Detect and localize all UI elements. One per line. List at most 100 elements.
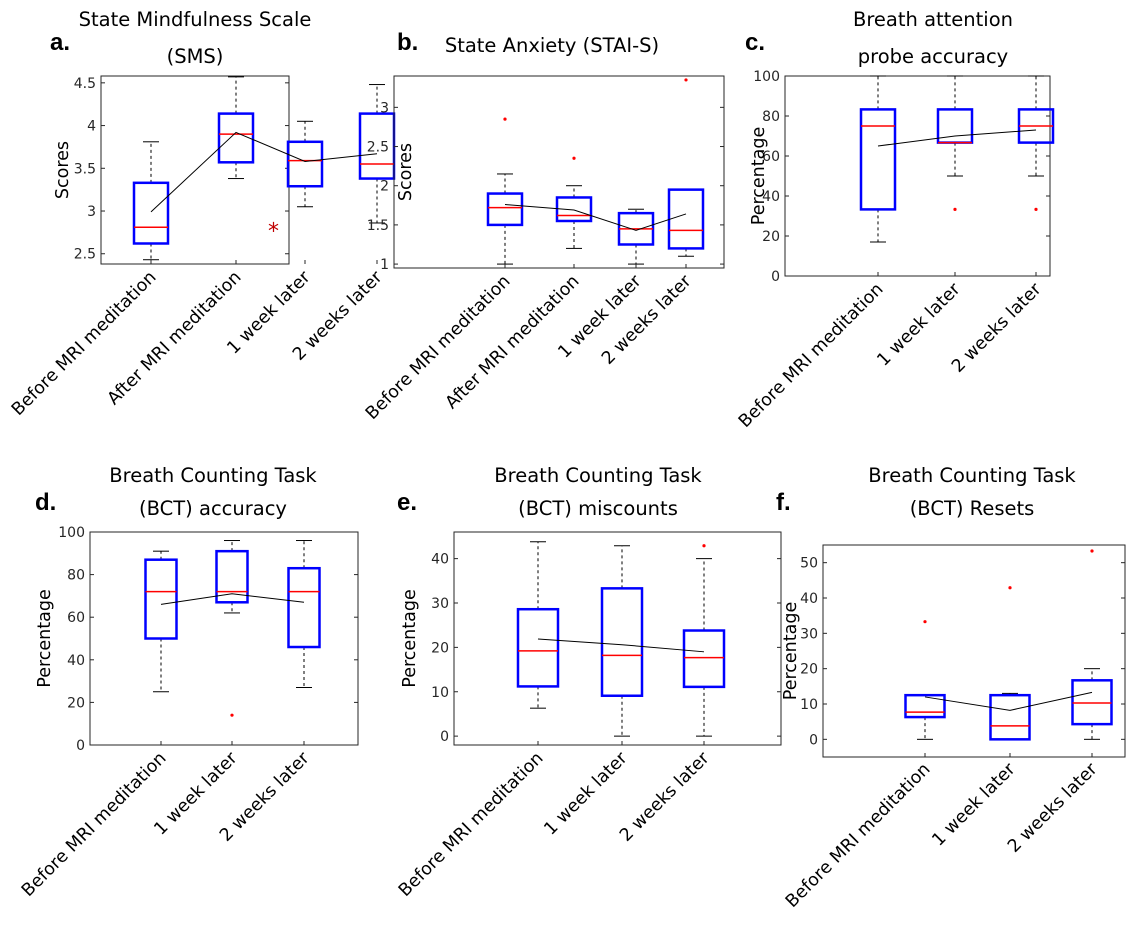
y-tick-label: 3.5	[74, 161, 96, 177]
chart-title-line: Breath Counting Task	[868, 464, 1076, 487]
iqr-box	[217, 112, 255, 164]
x-tick-label: Before MRI meditation	[395, 748, 547, 900]
box-2	[936, 75, 974, 211]
box-3	[287, 540, 321, 688]
y-tick-label: 30	[431, 596, 449, 612]
panel-e: e. Breath Counting Task (BCT) miscounts 0 10…	[395, 464, 782, 901]
panel-c: c. Breath attention probe accuracy 0 20 40 60 8…	[735, 8, 1055, 432]
y-tick-label: 100	[753, 69, 780, 85]
chart-title-line: probe accuracy	[858, 45, 1008, 68]
iqr-box	[682, 629, 726, 689]
y-tick-label: 20	[67, 695, 85, 711]
y-axis-label: Percentage	[781, 602, 801, 700]
plot-frame	[100, 75, 290, 265]
panel-letter: d.	[35, 489, 56, 516]
iqr-box	[486, 192, 524, 227]
x-tick-label: 1 week later	[929, 759, 1021, 851]
mean-line	[877, 129, 1037, 147]
box-3	[617, 208, 655, 265]
outlier-point	[1034, 207, 1038, 211]
panel-a: a. State Mindfulness Scale (SMS) 2.5 3 3.5 4 4.…	[8, 8, 396, 420]
box-3	[286, 120, 324, 208]
y-tick-label: 2	[380, 179, 389, 195]
outlier-point	[684, 78, 688, 82]
outlier-point	[572, 156, 576, 160]
panel-letter: c.	[745, 29, 765, 56]
mean-line	[924, 691, 1093, 711]
panel-letter: a.	[50, 29, 70, 56]
plot-frame	[393, 75, 725, 269]
y-tick-label: 100	[58, 525, 85, 541]
significance-asterisk: *	[268, 219, 279, 244]
y-tick-label: 10	[431, 685, 449, 701]
y-axis-label: Percentage	[400, 589, 420, 687]
outlier-point	[923, 620, 927, 624]
plot-frame	[453, 531, 782, 746]
y-tick-label: 0	[76, 738, 85, 754]
box-4	[358, 84, 396, 224]
outlier-point	[1008, 586, 1012, 590]
box-1	[486, 117, 524, 265]
panel-d: d. Breath Counting Task (BCT) accuracy 0 20 4…	[18, 464, 359, 901]
y-tick-label: 80	[67, 568, 85, 584]
iqr-box	[287, 566, 321, 649]
chart-title-line: (BCT) miscounts	[518, 497, 678, 520]
x-tick-label: 1 week later	[541, 748, 633, 840]
box-2	[989, 586, 1031, 741]
box-1	[132, 141, 170, 261]
iqr-box	[215, 549, 249, 604]
y-tick-label: 3	[380, 100, 389, 116]
plot-frame	[89, 531, 359, 746]
y-tick-label: 0	[809, 732, 818, 748]
x-tick-label: Before MRI meditation	[362, 271, 514, 423]
box-2	[215, 540, 249, 717]
x-tick-label: Before MRI meditation	[18, 748, 170, 900]
iqr-box	[667, 188, 705, 250]
y-axis-label: Scores	[396, 143, 416, 201]
y-tick-label: 10	[800, 697, 818, 713]
box-1	[144, 550, 178, 693]
y-tick-label: 60	[762, 149, 780, 165]
outlier-point	[953, 207, 957, 211]
y-tick-label: 40	[762, 189, 780, 205]
chart-title-line: (BCT) Resets	[910, 497, 1035, 520]
chart-title-line: State Mindfulness Scale	[79, 8, 312, 31]
chart-title-line: (SMS)	[167, 45, 224, 68]
y-tick-label: 60	[67, 610, 85, 626]
box-1	[516, 541, 560, 709]
y-tick-label: 4.5	[74, 76, 96, 92]
plot-frame	[784, 75, 1051, 277]
panel-letter: b.	[397, 29, 418, 56]
x-tick-label: Before MRI meditation	[8, 267, 160, 419]
y-axis-label: Percentage	[35, 589, 55, 687]
panel-letter: e.	[397, 489, 417, 516]
y-tick-label: 50	[800, 556, 818, 572]
y-tick-label: 0	[440, 729, 449, 745]
y-tick-label: 20	[800, 662, 818, 678]
outlier-point	[1090, 549, 1094, 553]
box-3	[682, 544, 726, 737]
y-tick-label: 2.5	[74, 247, 96, 263]
box-2	[217, 76, 255, 180]
y-tick-label: 40	[67, 653, 85, 669]
iqr-box	[132, 181, 170, 245]
iqr-box	[859, 108, 897, 211]
y-axis-label: Scores	[53, 141, 73, 199]
box-3	[1017, 75, 1055, 211]
mean-line	[504, 204, 687, 231]
y-tick-label: 20	[431, 640, 449, 656]
box-1	[904, 620, 946, 740]
iqr-box	[600, 587, 644, 697]
iqr-box	[555, 196, 593, 223]
iqr-box	[286, 140, 324, 188]
x-tick-label: Before MRI meditation	[782, 759, 934, 911]
chart-title-line: Breath attention	[853, 8, 1013, 31]
box-1	[859, 75, 897, 243]
y-tick-label: 1	[380, 257, 389, 273]
y-tick-label: 40	[431, 552, 449, 568]
y-tick-label: 1.5	[367, 218, 389, 234]
box-3	[1071, 549, 1113, 740]
panel-letter: f.	[776, 489, 791, 516]
y-tick-label: 20	[762, 229, 780, 245]
